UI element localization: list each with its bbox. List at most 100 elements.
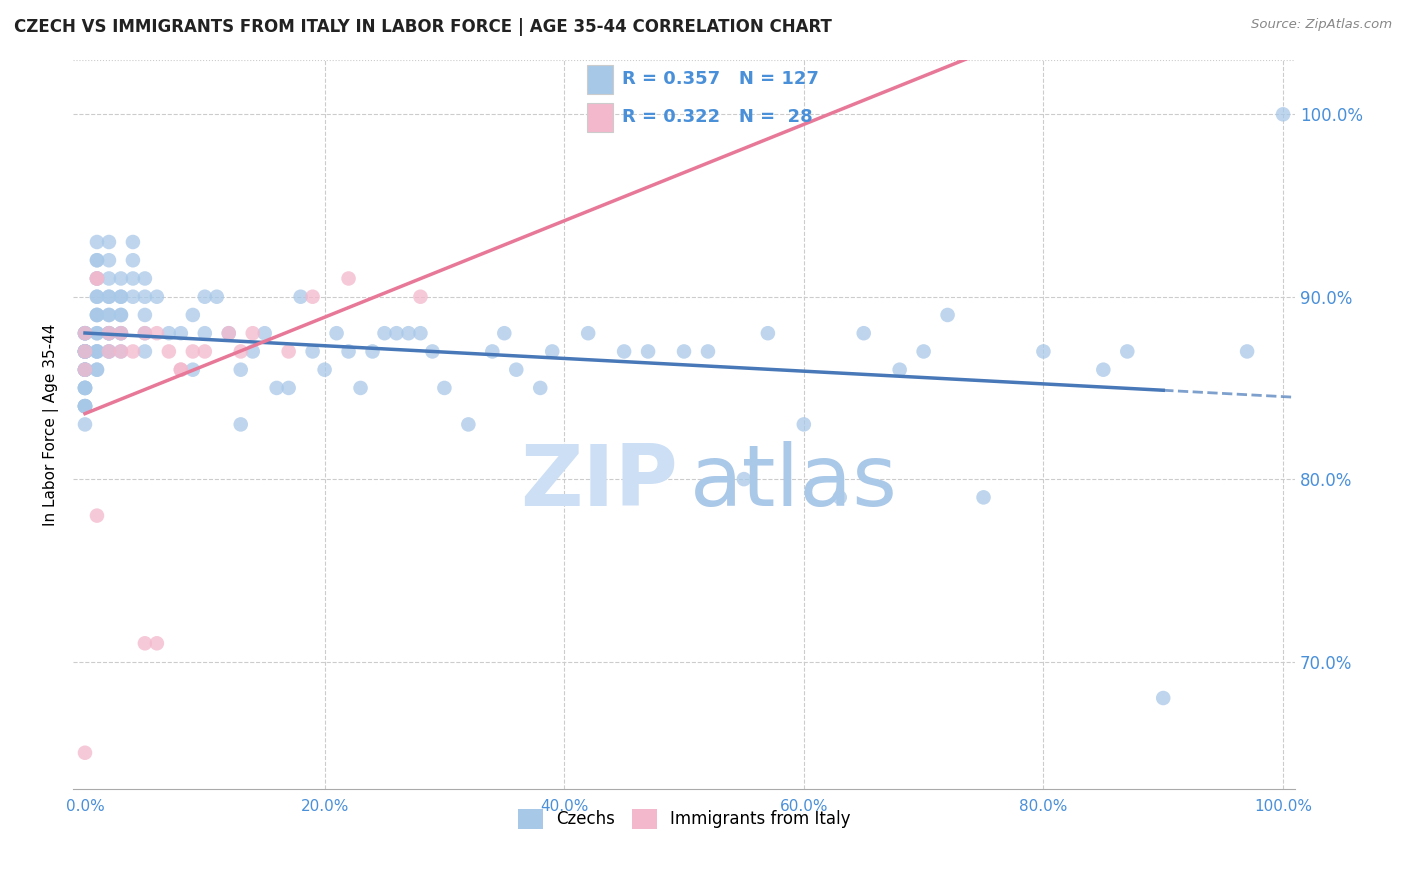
Point [73, 381, 96, 395]
Point [122, 235, 145, 249]
Point [73, 746, 96, 760]
Point [97, 344, 120, 359]
Point [86, 344, 108, 359]
Point [529, 381, 551, 395]
Point [122, 344, 145, 359]
Point [97, 308, 120, 322]
Point [73, 326, 96, 341]
Point [457, 417, 479, 432]
Point [422, 344, 444, 359]
Point [134, 271, 156, 285]
Point [110, 326, 132, 341]
Point [828, 491, 851, 505]
Point [97, 290, 120, 304]
Point [97, 290, 120, 304]
Point [134, 290, 156, 304]
Point [86, 271, 108, 285]
Point [889, 362, 911, 376]
Point [301, 290, 323, 304]
Text: R = 0.322   N =  28: R = 0.322 N = 28 [621, 109, 813, 127]
Point [73, 344, 96, 359]
Point [86, 271, 108, 285]
Point [97, 308, 120, 322]
Point [194, 290, 217, 304]
Point [86, 253, 108, 268]
Point [1092, 362, 1115, 376]
Point [86, 344, 108, 359]
Y-axis label: In Labor Force | Age 35-44: In Labor Force | Age 35-44 [44, 323, 59, 525]
Point [73, 326, 96, 341]
Point [73, 399, 96, 413]
Point [73, 344, 96, 359]
Point [73, 344, 96, 359]
Point [194, 344, 217, 359]
Point [73, 344, 96, 359]
Point [73, 399, 96, 413]
Point [672, 344, 695, 359]
Point [86, 326, 108, 341]
Point [110, 344, 132, 359]
Point [73, 326, 96, 341]
Point [170, 362, 193, 376]
Text: ZIP: ZIP [520, 442, 678, 524]
Point [793, 417, 815, 432]
Point [97, 326, 120, 341]
Text: CZECH VS IMMIGRANTS FROM ITALY IN LABOR FORCE | AGE 35-44 CORRELATION CHART: CZECH VS IMMIGRANTS FROM ITALY IN LABOR … [14, 18, 832, 36]
Point [73, 326, 96, 341]
Point [373, 326, 395, 341]
Point [110, 290, 132, 304]
Point [97, 326, 120, 341]
Point [229, 362, 252, 376]
Point [86, 271, 108, 285]
Point [301, 344, 323, 359]
Point [73, 417, 96, 432]
Point [194, 326, 217, 341]
Point [205, 290, 228, 304]
Point [73, 399, 96, 413]
Point [97, 326, 120, 341]
Point [73, 362, 96, 376]
Legend: Czechs, Immigrants from Italy: Czechs, Immigrants from Italy [510, 802, 858, 836]
Point [97, 235, 120, 249]
Point [936, 308, 959, 322]
Point [86, 508, 108, 523]
Point [97, 344, 120, 359]
Point [73, 362, 96, 376]
FancyBboxPatch shape [586, 103, 613, 132]
Point [242, 326, 264, 341]
Point [181, 308, 204, 322]
Point [1152, 691, 1174, 706]
Point [73, 381, 96, 395]
Point [86, 290, 108, 304]
Point [433, 381, 456, 395]
Point [73, 344, 96, 359]
Point [110, 308, 132, 322]
Point [973, 491, 995, 505]
Point [86, 344, 108, 359]
Point [97, 253, 120, 268]
Point [1116, 344, 1139, 359]
Point [541, 344, 564, 359]
Point [122, 271, 145, 285]
Text: Source: ZipAtlas.com: Source: ZipAtlas.com [1251, 18, 1392, 31]
Point [349, 381, 371, 395]
FancyBboxPatch shape [586, 65, 613, 94]
Point [86, 271, 108, 285]
Point [337, 344, 360, 359]
Point [229, 417, 252, 432]
Point [73, 381, 96, 395]
Point [73, 344, 96, 359]
Point [613, 344, 636, 359]
Point [73, 362, 96, 376]
Point [314, 362, 336, 376]
Point [409, 326, 432, 341]
Point [697, 344, 720, 359]
Point [73, 399, 96, 413]
Point [1272, 107, 1295, 121]
Point [86, 308, 108, 322]
Point [229, 344, 252, 359]
Point [122, 253, 145, 268]
Point [409, 290, 432, 304]
Point [505, 362, 527, 376]
Point [73, 344, 96, 359]
